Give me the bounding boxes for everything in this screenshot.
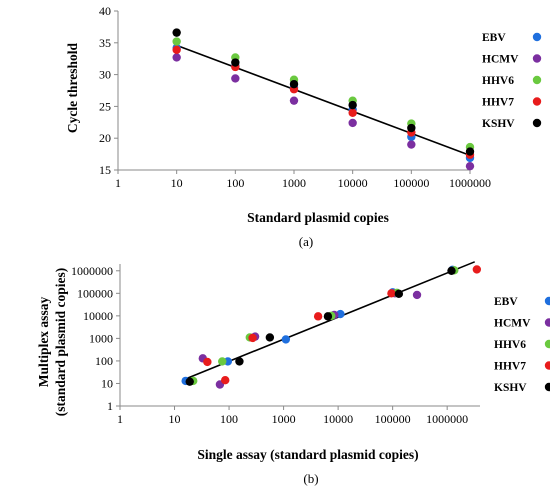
legend-label-hcmv: HCMV xyxy=(494,318,531,330)
y-tick-label: 1000000 xyxy=(71,264,113,278)
data-point-kshv xyxy=(323,312,333,321)
data-point-kshv xyxy=(231,58,240,67)
legend-label-hhv7: HHV7 xyxy=(482,97,514,109)
legend-label-kshv: KSHV xyxy=(494,382,527,394)
legend-label-ebv: EBV xyxy=(494,296,518,308)
x-tick-label: 10000 xyxy=(338,176,368,190)
y-tick-label: 35 xyxy=(99,36,111,50)
panel-a-data-points xyxy=(172,28,475,171)
data-point-kshv xyxy=(289,79,299,89)
y-tick-label: 40 xyxy=(99,4,111,18)
x-tick-label: 100000 xyxy=(375,412,411,426)
panel-b-x-axis-title: Single assay (standard plasmid copies) xyxy=(197,447,418,462)
data-point-hhv7 xyxy=(221,375,230,385)
legend-label-hhv7: HHV7 xyxy=(494,361,526,373)
panel-a-trendline xyxy=(176,44,471,157)
panel-a-caption: (a) xyxy=(299,234,313,249)
x-tick-label: 1 xyxy=(115,176,121,190)
x-tick-label: 10 xyxy=(171,176,183,190)
legend-marker-hhv7 xyxy=(544,361,550,370)
panel-b-legend: EBV HCMV HHV6 HHV7 KSHV xyxy=(494,296,550,394)
x-tick-label: 1000000 xyxy=(426,412,468,426)
data-point-hcmv xyxy=(412,290,422,300)
x-tick-label: 100 xyxy=(220,412,238,426)
panel-a-y-axis-title: Cycle threshold xyxy=(65,42,80,133)
panel-b-axes xyxy=(116,264,480,410)
panel-b-trendline xyxy=(183,261,476,381)
legend-label-ebv: EBV xyxy=(482,32,506,44)
data-point-kshv xyxy=(447,266,456,275)
legend-marker-kshv xyxy=(532,118,542,128)
legend-marker-hcmv xyxy=(532,54,542,63)
y-tick-label: 1000 xyxy=(89,331,113,345)
data-point-hcmv xyxy=(172,53,181,62)
x-tick-label: 1000 xyxy=(272,412,296,426)
panel-a-tick-labels: 1 10 100 1000 10000 100000 1000000 15 20 25 30 35 40 xyxy=(99,4,491,190)
data-point-hhv7 xyxy=(387,289,396,298)
legend-marker-hhv7 xyxy=(532,97,542,106)
data-point-kshv xyxy=(235,357,244,366)
panel-b-y-axis-title-line1: Multiplex assay xyxy=(36,297,51,388)
y-tick-label: 30 xyxy=(99,68,111,82)
panel-a-x-axis-title: Standard plasmid copies xyxy=(247,210,389,225)
x-tick-label: 10 xyxy=(169,412,181,426)
legend-label-hhv6: HHV6 xyxy=(494,339,526,351)
data-point-hhv7 xyxy=(313,312,323,321)
data-point-hhv6 xyxy=(218,357,227,366)
legend-marker-kshv xyxy=(544,382,550,392)
data-point-ebv xyxy=(281,335,291,344)
data-point-hhv7 xyxy=(172,45,181,54)
data-point-hcmv xyxy=(465,161,475,171)
y-tick-label: 100 xyxy=(95,354,113,368)
y-tick-label: 100000 xyxy=(77,286,113,300)
y-tick-label: 10 xyxy=(101,376,113,390)
data-point-kshv xyxy=(465,147,475,156)
x-tick-label: 100 xyxy=(226,176,244,190)
panel-b-caption: (b) xyxy=(303,471,318,486)
panel-b-y-axis-title-line2: (standard plasmid copies) xyxy=(53,268,68,417)
x-tick-label: 100000 xyxy=(393,176,429,190)
data-point-hcmv xyxy=(231,74,240,83)
panel-b-chart: 1 10 100 1000 10000 100000 1000000 1 10 100 1000 10… xyxy=(36,261,550,486)
data-point-kshv xyxy=(407,123,416,133)
panel-a-axes xyxy=(114,10,471,174)
data-point-hcmv xyxy=(348,118,357,128)
data-point-kshv xyxy=(265,333,275,342)
legend-label-kshv: KSHV xyxy=(482,118,515,130)
y-tick-label: 25 xyxy=(99,99,111,113)
legend-marker-hhv6 xyxy=(532,75,542,85)
legend-marker-ebv xyxy=(532,32,542,42)
data-point-hhv7 xyxy=(472,265,482,274)
x-tick-label: 10000 xyxy=(323,412,353,426)
panel-a-chart: 1 10 100 1000 10000 100000 1000000 15 20 25 30 35 40… xyxy=(65,4,542,249)
data-point-hhv7 xyxy=(348,108,357,117)
panel-a-legend: EBV HCMV HHV6 HHV7 KSHV xyxy=(482,32,542,130)
data-point-kshv xyxy=(348,100,357,110)
x-tick-label: 1000 xyxy=(282,176,306,190)
x-tick-label: 1 xyxy=(117,412,123,426)
data-point-kshv xyxy=(394,289,404,299)
legend-marker-hhv6 xyxy=(544,339,550,349)
legend-label-hcmv: HCMV xyxy=(482,54,519,66)
data-point-hcmv xyxy=(407,140,416,149)
data-point-kshv xyxy=(172,28,181,37)
y-tick-label: 20 xyxy=(99,131,111,145)
data-point-hhv7 xyxy=(248,333,257,343)
legend-marker-hcmv xyxy=(544,318,550,327)
legend-marker-ebv xyxy=(544,296,550,306)
data-point-kshv xyxy=(185,377,194,386)
y-tick-label: 10000 xyxy=(83,309,113,323)
panel-b-tick-labels: 1 10 100 1000 10000 100000 1000000 1 10 100 1000 10… xyxy=(71,264,468,426)
data-point-hhv6 xyxy=(172,37,181,46)
data-point-hcmv xyxy=(289,96,299,105)
data-point-hhv7 xyxy=(203,357,212,367)
y-tick-label: 1 xyxy=(107,399,113,413)
x-tick-label: 1000000 xyxy=(449,176,491,190)
legend-label-hhv6: HHV6 xyxy=(482,75,514,87)
panel-b-data-points xyxy=(181,265,482,389)
y-tick-label: 15 xyxy=(99,163,111,177)
